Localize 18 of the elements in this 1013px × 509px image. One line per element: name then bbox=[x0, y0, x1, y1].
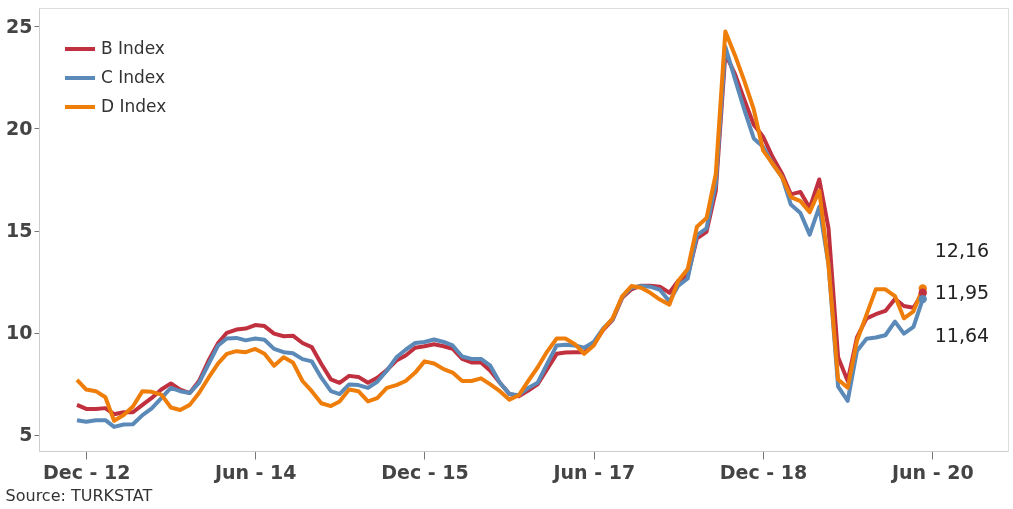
data-label: 11,64 bbox=[934, 324, 990, 347]
y-tick-label: 20 bbox=[6, 116, 33, 139]
x-tick-label: Dec - 12 bbox=[43, 460, 131, 483]
x-tick-label: Jun - 17 bbox=[551, 460, 636, 483]
x-tick-label: Dec - 18 bbox=[719, 460, 808, 483]
x-tick-label: Jun - 14 bbox=[212, 460, 297, 483]
source-note: Source: TURKSTAT bbox=[5, 486, 153, 505]
y-tick-label: 5 bbox=[19, 423, 33, 446]
x-tick-label: Dec - 15 bbox=[381, 460, 469, 483]
legend-label: B Index bbox=[101, 38, 165, 58]
x-tick-label: Jun - 20 bbox=[889, 460, 974, 483]
legend-label: C Index bbox=[101, 67, 166, 87]
y-tick-label: 25 bbox=[6, 14, 33, 37]
data-label: 11,95 bbox=[934, 280, 990, 303]
y-tick-label: 15 bbox=[6, 219, 33, 242]
data-label: 12,16 bbox=[934, 239, 990, 262]
y-tick-label: 10 bbox=[6, 321, 33, 344]
legend-label: D Index bbox=[101, 96, 167, 116]
